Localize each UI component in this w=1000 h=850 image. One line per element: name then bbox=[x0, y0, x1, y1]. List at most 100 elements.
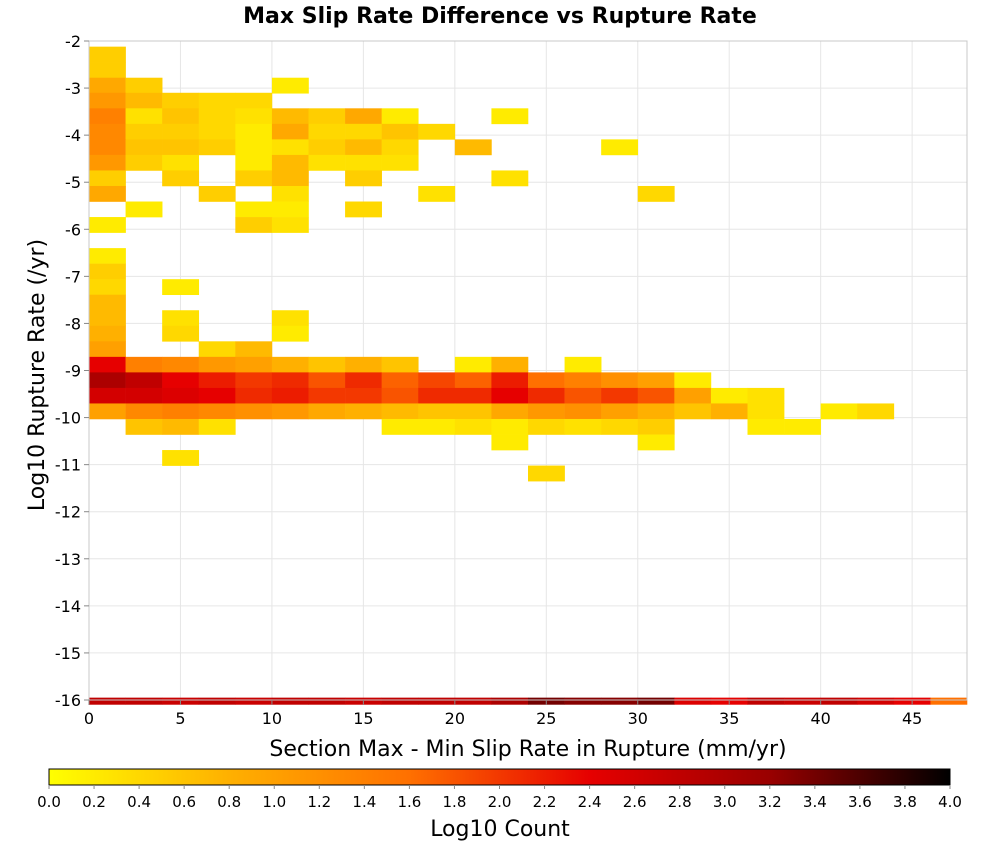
heatmap-cell bbox=[381, 108, 419, 125]
heatmap-cell bbox=[491, 108, 529, 125]
colorbar-tick-label: 2.6 bbox=[623, 793, 647, 811]
x-tick-label: 20 bbox=[445, 709, 465, 728]
heatmap-cell bbox=[564, 418, 602, 435]
heatmap-cell-bottom-row bbox=[308, 697, 346, 705]
y-tick-label: -6 bbox=[65, 220, 81, 239]
heatmap-cell bbox=[308, 403, 346, 420]
heatmap-cell bbox=[381, 418, 419, 435]
colorbar-tick-label: 0.6 bbox=[172, 793, 196, 811]
heatmap-cell bbox=[528, 403, 565, 420]
heatmap-cells bbox=[89, 46, 968, 705]
colorbar-tick-label: 4.0 bbox=[938, 793, 962, 811]
colorbar-tick-label: 2.2 bbox=[533, 793, 557, 811]
heatmap-cell bbox=[235, 108, 273, 125]
heatmap-cell bbox=[308, 108, 346, 125]
heatmap-cell bbox=[308, 139, 346, 156]
heatmap-cell bbox=[89, 263, 126, 280]
heatmap-cell bbox=[454, 139, 492, 156]
heatmap-cell bbox=[198, 403, 236, 420]
heatmap-cell bbox=[235, 217, 273, 233]
heatmap-cell bbox=[162, 403, 200, 420]
heatmap-cell bbox=[162, 92, 200, 109]
colorbar-tick-label: 2.0 bbox=[488, 793, 512, 811]
heatmap-cell bbox=[198, 372, 236, 389]
heatmap-cell bbox=[345, 123, 382, 140]
heatmap-cell-bottom-row bbox=[857, 697, 895, 705]
heatmap-cell bbox=[637, 418, 675, 435]
heatmap-cell bbox=[454, 372, 492, 389]
heatmap-cell bbox=[89, 217, 126, 233]
y-tick-label: -13 bbox=[55, 550, 81, 569]
heatmap-cell bbox=[674, 403, 712, 420]
heatmap-cell bbox=[89, 294, 126, 311]
heatmap-cell bbox=[345, 108, 382, 125]
heatmap-cell-bottom-row bbox=[125, 697, 163, 705]
heatmap-cell bbox=[454, 403, 492, 420]
heatmap-cell bbox=[89, 77, 126, 94]
colorbar-tick-label: 2.8 bbox=[668, 793, 692, 811]
x-tick-label: 30 bbox=[628, 709, 648, 728]
heatmap-cell bbox=[418, 123, 456, 140]
heatmap-cell bbox=[345, 356, 382, 373]
heatmap-cell bbox=[491, 403, 529, 420]
heatmap-cell-bottom-row bbox=[930, 697, 968, 705]
colorbar-tick-label: 2.4 bbox=[578, 793, 602, 811]
heatmap-cell bbox=[454, 356, 492, 373]
heatmap-cell bbox=[637, 372, 675, 389]
colorbar-label: Log10 Count bbox=[430, 817, 570, 842]
heatmap-cell bbox=[564, 356, 602, 373]
heatmap-cell bbox=[528, 387, 565, 404]
heatmap-cell-bottom-row bbox=[747, 697, 785, 705]
colorbar-tick-label: 3.0 bbox=[713, 793, 737, 811]
chart-title: Max Slip Rate Difference vs Rupture Rate bbox=[243, 4, 757, 29]
heatmap-cell-bottom-row bbox=[235, 697, 273, 705]
y-tick-label: -16 bbox=[55, 691, 81, 710]
heatmap-cell bbox=[271, 108, 309, 125]
heatmap-cell-bottom-row bbox=[418, 697, 456, 705]
colorbar-tick-label: 3.2 bbox=[758, 793, 782, 811]
heatmap-cell-bottom-row bbox=[271, 697, 309, 705]
colorbar-tick-label: 0.8 bbox=[217, 793, 241, 811]
heatmap-cell bbox=[235, 92, 273, 109]
heatmap-cell bbox=[89, 403, 126, 420]
heatmap-cell bbox=[418, 418, 456, 435]
heatmap-cell bbox=[89, 154, 126, 171]
heatmap-cell bbox=[125, 123, 163, 140]
heatmap-cell bbox=[747, 418, 785, 435]
heatmap-cell bbox=[345, 154, 382, 171]
heatmap-cell bbox=[125, 108, 163, 125]
heatmap-cell bbox=[198, 139, 236, 156]
heatmap-cell bbox=[674, 372, 712, 389]
heatmap-cell bbox=[198, 387, 236, 404]
heatmap-cell bbox=[637, 403, 675, 420]
heatmap-cell bbox=[345, 372, 382, 389]
heatmap-cell bbox=[747, 403, 785, 420]
x-tick-label: 35 bbox=[719, 709, 739, 728]
heatmap-cell bbox=[381, 154, 419, 171]
heatmap-cell-bottom-row bbox=[198, 697, 236, 705]
colorbar-ticks: 0.0 0.2 0.4 0.6 0.8 1.0 1.2 1.4 1.6 1.8 2.0 2.2 2.4 2… bbox=[37, 785, 962, 811]
heatmap-cell bbox=[418, 403, 456, 420]
x-tick-label: 10 bbox=[262, 709, 282, 728]
heatmap-cell bbox=[308, 387, 346, 404]
heatmap-cell bbox=[308, 372, 346, 389]
colorbar-tick-label: 1.4 bbox=[352, 793, 376, 811]
heatmap-cell bbox=[235, 123, 273, 140]
heatmap-cell bbox=[271, 387, 309, 404]
heatmap-cell bbox=[637, 434, 675, 451]
heatmap-cell bbox=[162, 139, 200, 156]
heatmap-cell bbox=[198, 108, 236, 125]
colorbar-tick-label: 1.8 bbox=[443, 793, 467, 811]
heatmap-cell bbox=[162, 170, 200, 187]
colorbar-tick-label: 3.8 bbox=[893, 793, 917, 811]
heatmap-cell bbox=[162, 372, 200, 389]
heatmap-cell bbox=[235, 170, 273, 187]
heatmap-cell bbox=[491, 387, 529, 404]
heatmap-cell bbox=[89, 279, 126, 296]
y-tick-label: -3 bbox=[65, 79, 81, 98]
heatmap-cell bbox=[601, 139, 639, 156]
heatmap-cell bbox=[381, 387, 419, 404]
heatmap-cell bbox=[271, 139, 309, 156]
x-axis-ticks: 0 5 10 15 20 25 30 35 40 45 bbox=[84, 700, 922, 728]
y-tick-label: -8 bbox=[65, 314, 81, 333]
